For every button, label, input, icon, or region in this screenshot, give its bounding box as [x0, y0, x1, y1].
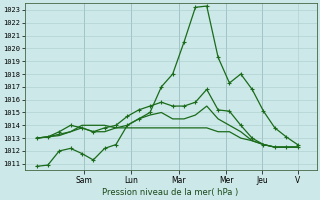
X-axis label: Pression niveau de la mer( hPa ): Pression niveau de la mer( hPa ) [102, 188, 239, 197]
